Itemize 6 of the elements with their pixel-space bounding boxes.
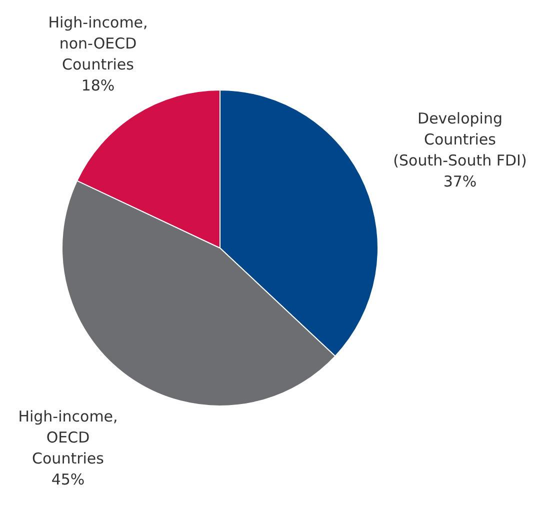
slice-label: Developing Countries (South-South FDI) [393, 110, 527, 170]
slice-label: High-income, OECD Countries [18, 408, 118, 468]
data-label: 37% [443, 172, 477, 190]
slice-label: High-income, non-OECD Countries [48, 14, 148, 74]
data-label: 45% [51, 470, 85, 488]
data-label: 18% [81, 76, 115, 94]
